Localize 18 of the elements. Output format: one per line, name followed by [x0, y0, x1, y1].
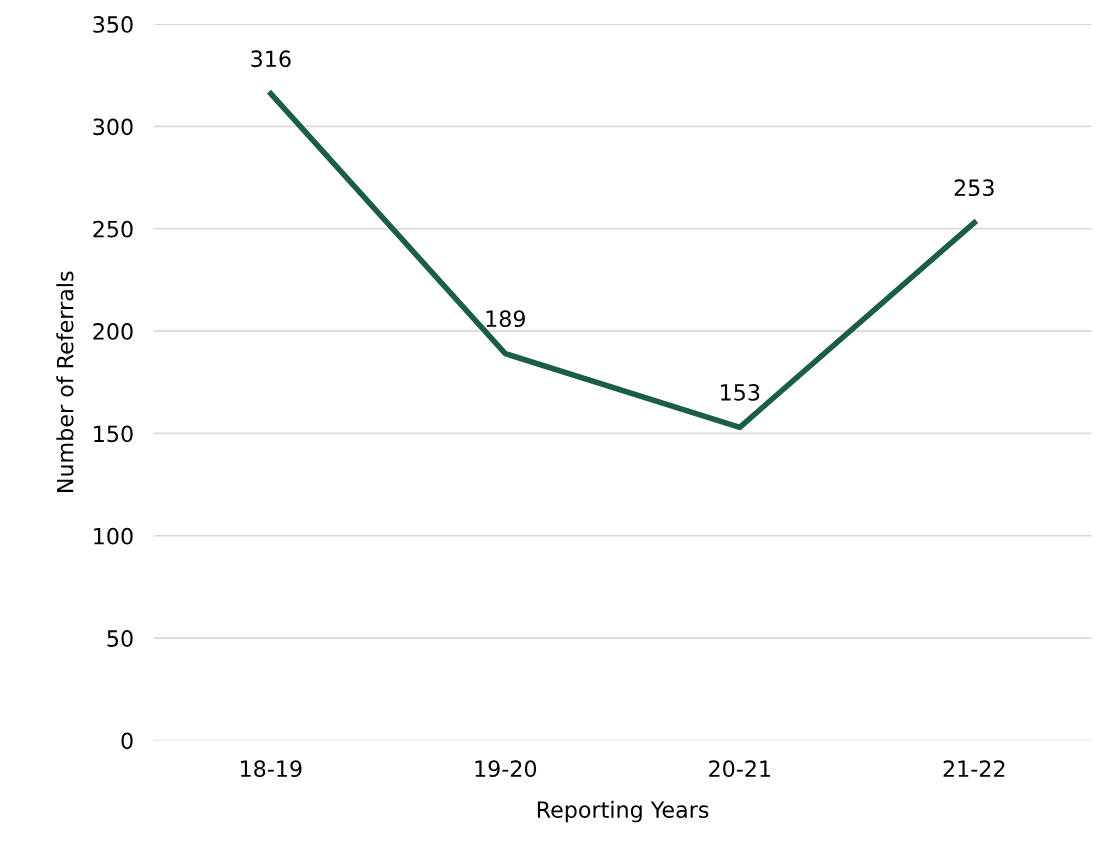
x-tick-label: 19-20	[475, 760, 537, 778]
y-tick-label: 350	[93, 16, 133, 33]
y-tick-label: 250	[93, 220, 133, 238]
data-label: 153	[721, 383, 760, 401]
data-label: 189	[486, 310, 525, 328]
data-label: 316	[251, 50, 291, 68]
data-label: 253	[954, 179, 994, 197]
y-tick-label: 150	[94, 425, 133, 443]
x-axis-title: Reporting Years	[537, 800, 709, 823]
y-tick-label: 100	[94, 527, 133, 545]
x-tick-label: 18-19	[240, 760, 302, 778]
y-tick-label: 0	[121, 732, 133, 750]
y-tick-label: 50	[107, 630, 133, 647]
x-tick-label: 20-21	[709, 760, 771, 778]
y-axis-title: Number of Referrals	[56, 271, 74, 492]
y-tick-label: 300	[93, 118, 133, 136]
x-tick-label: 21-22	[943, 760, 1005, 777]
y-tick-label: 200	[93, 323, 133, 340]
